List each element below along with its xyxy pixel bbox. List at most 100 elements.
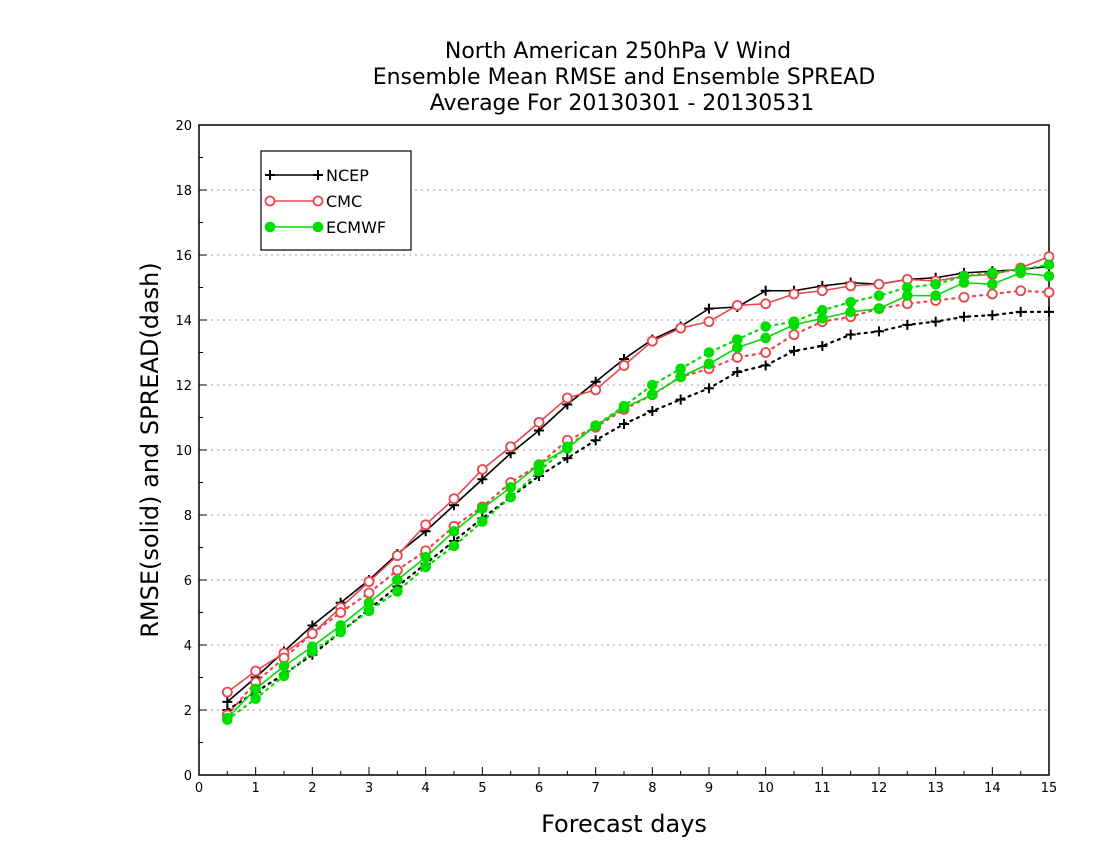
cmc-spread-circle-marker bbox=[958, 291, 970, 303]
title-line-2: Ensemble Mean RMSE and Ensemble SPREAD bbox=[373, 65, 876, 90]
legend-ecmwf-left-dot-marker bbox=[264, 221, 276, 233]
cmc-rmse-circle-marker bbox=[731, 299, 743, 311]
cmc-spread-circle-marker bbox=[731, 351, 743, 363]
title-line-3: Average For 20130301 - 20130531 bbox=[430, 91, 815, 116]
ecmwf-rmse-series bbox=[222, 267, 1055, 724]
ecmwf-spread-dot-marker bbox=[335, 626, 346, 638]
ecmwf-spread-dot-marker bbox=[307, 646, 318, 657]
ncep-spread-plus-marker bbox=[647, 406, 658, 416]
y-tick-label: 0 bbox=[184, 769, 192, 784]
legend-cmc-label: CMC bbox=[326, 192, 362, 211]
cmc-rmse-circle-marker bbox=[618, 360, 630, 371]
y-axis-label: RMSE(solid) and SPREAD(dash) bbox=[136, 262, 164, 638]
ecmwf-rmse-dot-marker bbox=[448, 525, 460, 537]
x-tick-label: 8 bbox=[648, 781, 656, 796]
cmc-rmse-circle-marker bbox=[760, 298, 772, 310]
ecmwf-spread-dot-marker bbox=[533, 465, 545, 477]
x-axis-ticks: 0 1 2 3 4 5 6 7 8 9 10 11 12 13 14 15 bbox=[195, 767, 1057, 796]
cmc-rmse-series bbox=[221, 251, 1055, 698]
x-tick-label: 14 bbox=[984, 781, 1001, 796]
ecmwf-rmse-dot-marker bbox=[1043, 270, 1055, 282]
x-tick-label: 3 bbox=[365, 781, 373, 796]
cmc-rmse-circle-marker bbox=[873, 278, 885, 290]
ncep-spread-series bbox=[222, 306, 1054, 715]
x-tick-label: 11 bbox=[814, 781, 831, 796]
cmc-rmse-circle-marker bbox=[845, 280, 857, 292]
cmc-spread-circle-marker bbox=[760, 347, 772, 358]
ncep-spread-plus-marker bbox=[902, 319, 913, 330]
ecmwf-spread-dot-marker bbox=[817, 304, 828, 316]
legend-cmc-right-circle-marker bbox=[312, 195, 324, 207]
ecmwf-spread-line bbox=[226, 263, 1051, 721]
ncep-spread-plus-marker bbox=[675, 394, 686, 405]
x-tick-label: 10 bbox=[757, 781, 774, 796]
y-tick-label: 2 bbox=[184, 704, 192, 719]
ecmwf-spread-dot-marker bbox=[1043, 259, 1055, 271]
legend-ncep-label: NCEP bbox=[326, 166, 369, 185]
legend-ecmwf-label: ECMWF bbox=[326, 218, 386, 237]
ecmwf-rmse-dot-marker bbox=[703, 358, 715, 370]
ecmwf-spread-dot-marker bbox=[675, 363, 686, 375]
cmc-rmse-circle-marker bbox=[391, 550, 403, 562]
y-tick-label: 12 bbox=[175, 379, 192, 394]
cmc-rmse-line bbox=[226, 255, 1050, 693]
ecmwf-spread-dot-marker bbox=[448, 540, 460, 552]
ncep-spread-plus-marker bbox=[845, 329, 856, 340]
legend-ncep-entry: NCEP bbox=[265, 166, 369, 185]
cmc-rmse-circle-marker bbox=[561, 392, 573, 404]
cmc-spread-circle-marker bbox=[1043, 286, 1055, 298]
ecmwf-spread-dot-marker bbox=[278, 670, 290, 682]
legend-ncep-left-plus-marker bbox=[265, 170, 275, 180]
ncep-spread-plus-marker bbox=[1044, 306, 1054, 317]
ecmwf-rmse-dot-marker bbox=[278, 660, 290, 672]
ecmwf-rmse-line bbox=[226, 272, 1050, 719]
ecmwf-rmse-dot-marker bbox=[477, 503, 488, 514]
ecmwf-spread-series bbox=[222, 259, 1055, 726]
cmc-rmse-circle-marker bbox=[363, 576, 375, 588]
ncep-spread-plus-marker bbox=[1015, 306, 1026, 317]
ncep-spread-plus-marker bbox=[619, 419, 629, 429]
ncep-spread-plus-marker bbox=[930, 316, 941, 327]
x-tick-label: 4 bbox=[422, 781, 430, 796]
cmc-spread-circle-marker bbox=[1015, 285, 1027, 297]
ecmwf-spread-dot-marker bbox=[1015, 264, 1026, 275]
ncep-spread-plus-marker bbox=[732, 367, 743, 377]
ecmwf-spread-dot-marker bbox=[788, 316, 800, 327]
y-tick-label: 14 bbox=[175, 314, 192, 329]
y-axis-ticks: 0 2 4 6 8 10 12 14 16 18 20 bbox=[175, 119, 207, 784]
ncep-rmse-plus-marker bbox=[704, 303, 714, 314]
x-tick-label: 6 bbox=[535, 781, 543, 796]
ecmwf-spread-dot-marker bbox=[222, 714, 233, 726]
title-line-1: North American 250hPa V Wind bbox=[445, 39, 791, 64]
cmc-spread-circle-marker bbox=[391, 564, 403, 576]
ecmwf-spread-dot-marker bbox=[647, 379, 658, 391]
ecmwf-spread-dot-marker bbox=[250, 693, 261, 704]
ecmwf-spread-dot-marker bbox=[392, 586, 403, 597]
legend-cmc-entry: CMC bbox=[264, 192, 362, 211]
y-tick-label: 8 bbox=[184, 509, 192, 524]
ncep-rmse-series bbox=[222, 261, 1054, 707]
y-tick-label: 10 bbox=[175, 444, 192, 459]
cmc-rmse-circle-marker bbox=[590, 384, 602, 396]
x-tick-label: 0 bbox=[195, 781, 203, 796]
y-tick-label: 16 bbox=[175, 249, 192, 264]
ecmwf-spread-dot-marker bbox=[732, 334, 743, 345]
ecmwf-rmse-dot-marker bbox=[930, 290, 941, 301]
ecmwf-rmse-dot-marker bbox=[987, 278, 998, 290]
x-tick-label: 13 bbox=[927, 781, 944, 796]
chart-title: North American 250hPa V Wind Ensemble Me… bbox=[373, 39, 876, 116]
cmc-rmse-circle-marker bbox=[250, 665, 262, 677]
legend-ecmwf-entry: ECMWF bbox=[264, 218, 386, 237]
cmc-spread-circle-marker bbox=[335, 607, 347, 618]
ecmwf-rmse-dot-marker bbox=[392, 574, 403, 586]
ncep-spread-plus-marker bbox=[817, 341, 828, 351]
ecmwf-spread-dot-marker bbox=[902, 282, 913, 293]
ecmwf-spread-dot-marker bbox=[930, 278, 941, 290]
legend-cmc-left-circle-marker bbox=[264, 195, 276, 207]
x-tick-label: 9 bbox=[705, 781, 713, 796]
cmc-rmse-circle-marker bbox=[533, 416, 545, 428]
y-tick-label: 6 bbox=[184, 574, 192, 589]
ncep-spread-plus-marker bbox=[789, 345, 799, 356]
ncep-spread-plus-marker bbox=[590, 435, 601, 446]
cmc-spread-circle-marker bbox=[363, 587, 375, 599]
